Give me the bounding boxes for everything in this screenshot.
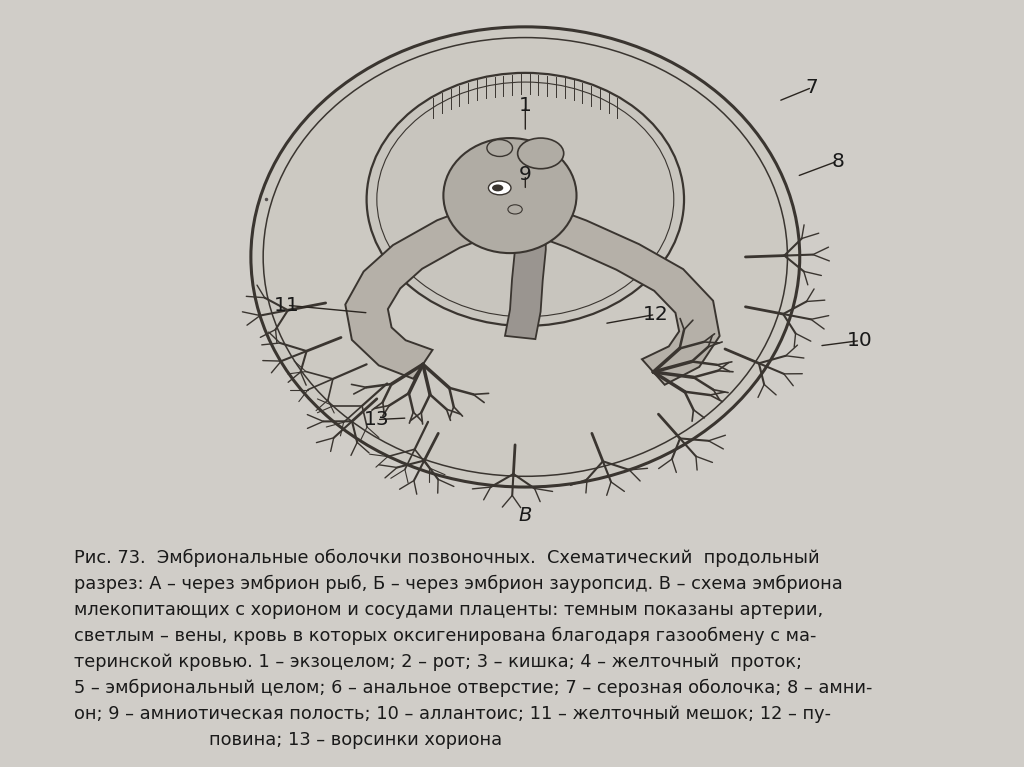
Text: 8: 8 (831, 152, 844, 170)
Text: повина; 13 – ворсинки хориона: повина; 13 – ворсинки хориона (74, 731, 502, 749)
Ellipse shape (488, 181, 511, 195)
Text: Рис. 73.  Эмбриональные оболочки позвоночных.  Схематический  продольный: Рис. 73. Эмбриональные оболочки позвоноч… (74, 548, 819, 567)
Ellipse shape (518, 138, 563, 169)
Polygon shape (526, 205, 720, 385)
Text: 7: 7 (806, 78, 818, 97)
Polygon shape (505, 222, 546, 339)
Ellipse shape (487, 140, 512, 156)
Text: 10: 10 (847, 331, 873, 350)
Text: 13: 13 (364, 410, 390, 429)
Text: 5 – эмбриональный целом; 6 – анальное отверстие; 7 – серозная оболочка; 8 – амни: 5 – эмбриональный целом; 6 – анальное от… (74, 679, 872, 697)
Text: 12: 12 (642, 305, 669, 324)
Text: он; 9 – амниотическая полость; 10 – аллантоис; 11 – желточный мешок; 12 – пу-: он; 9 – амниотическая полость; 10 – алла… (74, 705, 830, 723)
Text: разрез: А – через эмбрион рыб, Б – через эмбрион зауропсид. В – схема эмбриона: разрез: А – через эмбрион рыб, Б – через… (74, 574, 843, 593)
Text: 1: 1 (519, 97, 531, 115)
Ellipse shape (492, 184, 504, 191)
Text: В: В (518, 506, 532, 525)
Text: теринской кровью. 1 – экзоцелом; 2 – рот; 3 – кишка; 4 – желточный  проток;: теринской кровью. 1 – экзоцелом; 2 – рот… (74, 653, 802, 670)
Text: 9: 9 (519, 166, 531, 184)
Ellipse shape (367, 73, 684, 326)
Text: светлым – вены, кровь в которых оксигенирована благодаря газообмену с ма-: светлым – вены, кровь в которых оксигени… (74, 627, 816, 645)
Ellipse shape (251, 27, 800, 487)
Text: млекопитающих с хорионом и сосудами плаценты: темным показаны артерии,: млекопитающих с хорионом и сосудами плац… (74, 601, 823, 618)
Polygon shape (345, 193, 526, 379)
FancyBboxPatch shape (0, 537, 1024, 767)
Text: 11: 11 (273, 296, 300, 314)
Ellipse shape (443, 138, 577, 253)
